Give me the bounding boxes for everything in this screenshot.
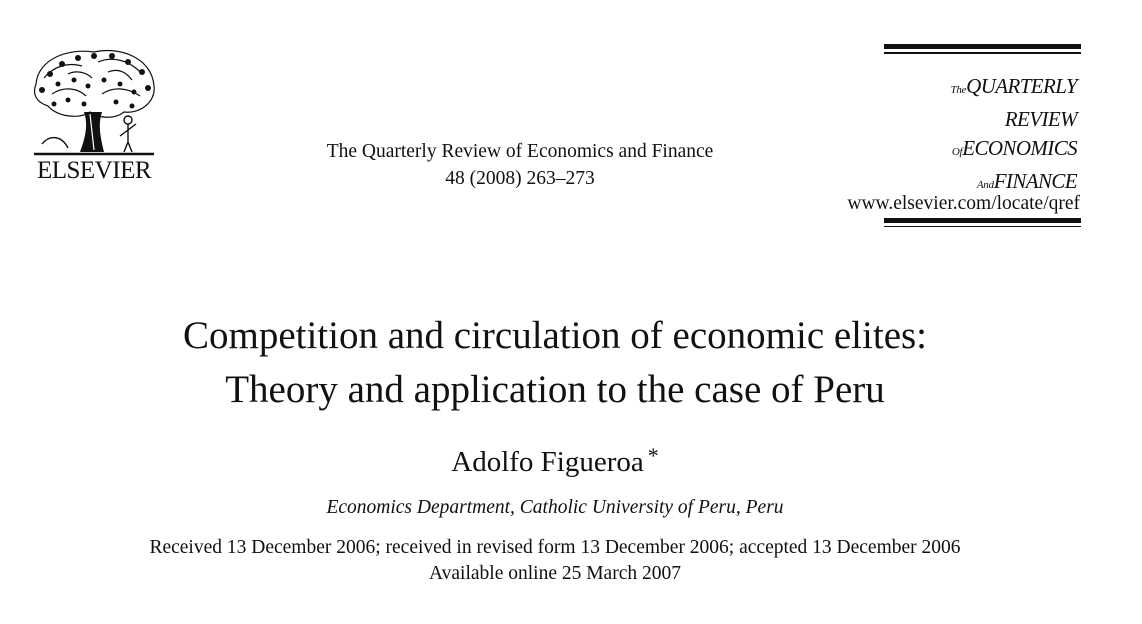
- journal-masthead: TheQUARTERLY REVIEW OfECONOMICS AndFINAN…: [884, 44, 1081, 227]
- title-line-2: Theory and application to the case of Pe…: [225, 368, 885, 411]
- masthead-title: TheQUARTERLY REVIEW OfECONOMICS AndFINAN…: [950, 73, 1078, 193]
- journal-info: The Quarterly Review of Economics and Fi…: [300, 138, 740, 192]
- masthead-rule-bottom: [884, 217, 1081, 223]
- publisher-logo: ELSEVIER: [26, 44, 162, 184]
- masthead-rule-bottom-thin: [884, 225, 1081, 227]
- journal-name: The Quarterly Review of Economics and Fi…: [326, 141, 714, 162]
- affiliation: Economics Department, Catholic Universit…: [326, 497, 784, 518]
- journal-url[interactable]: www.elsevier.com/locate/qref: [847, 193, 1080, 214]
- publisher-name: ELSEVIER: [36, 157, 152, 184]
- corresponding-author-mark[interactable]: *: [647, 443, 659, 468]
- author-name: Adolfo Figueroa: [451, 446, 644, 478]
- available-online: Available online 25 March 2007: [429, 563, 681, 584]
- masthead-rule-top: [884, 44, 1081, 49]
- author: Adolfo Figueroa *: [0, 443, 1110, 479]
- article-dates: Received 13 December 2006; received in r…: [0, 535, 1110, 587]
- article-title: Competition and circulation of economic …: [0, 309, 1110, 417]
- title-line-1: Competition and circulation of economic …: [182, 314, 928, 357]
- elsevier-tree-icon: [33, 49, 155, 156]
- journal-citation: 48 (2008) 263–273: [445, 168, 595, 189]
- received-dates: Received 13 December 2006; received in r…: [149, 537, 961, 558]
- masthead-rule-top-thin: [884, 52, 1081, 54]
